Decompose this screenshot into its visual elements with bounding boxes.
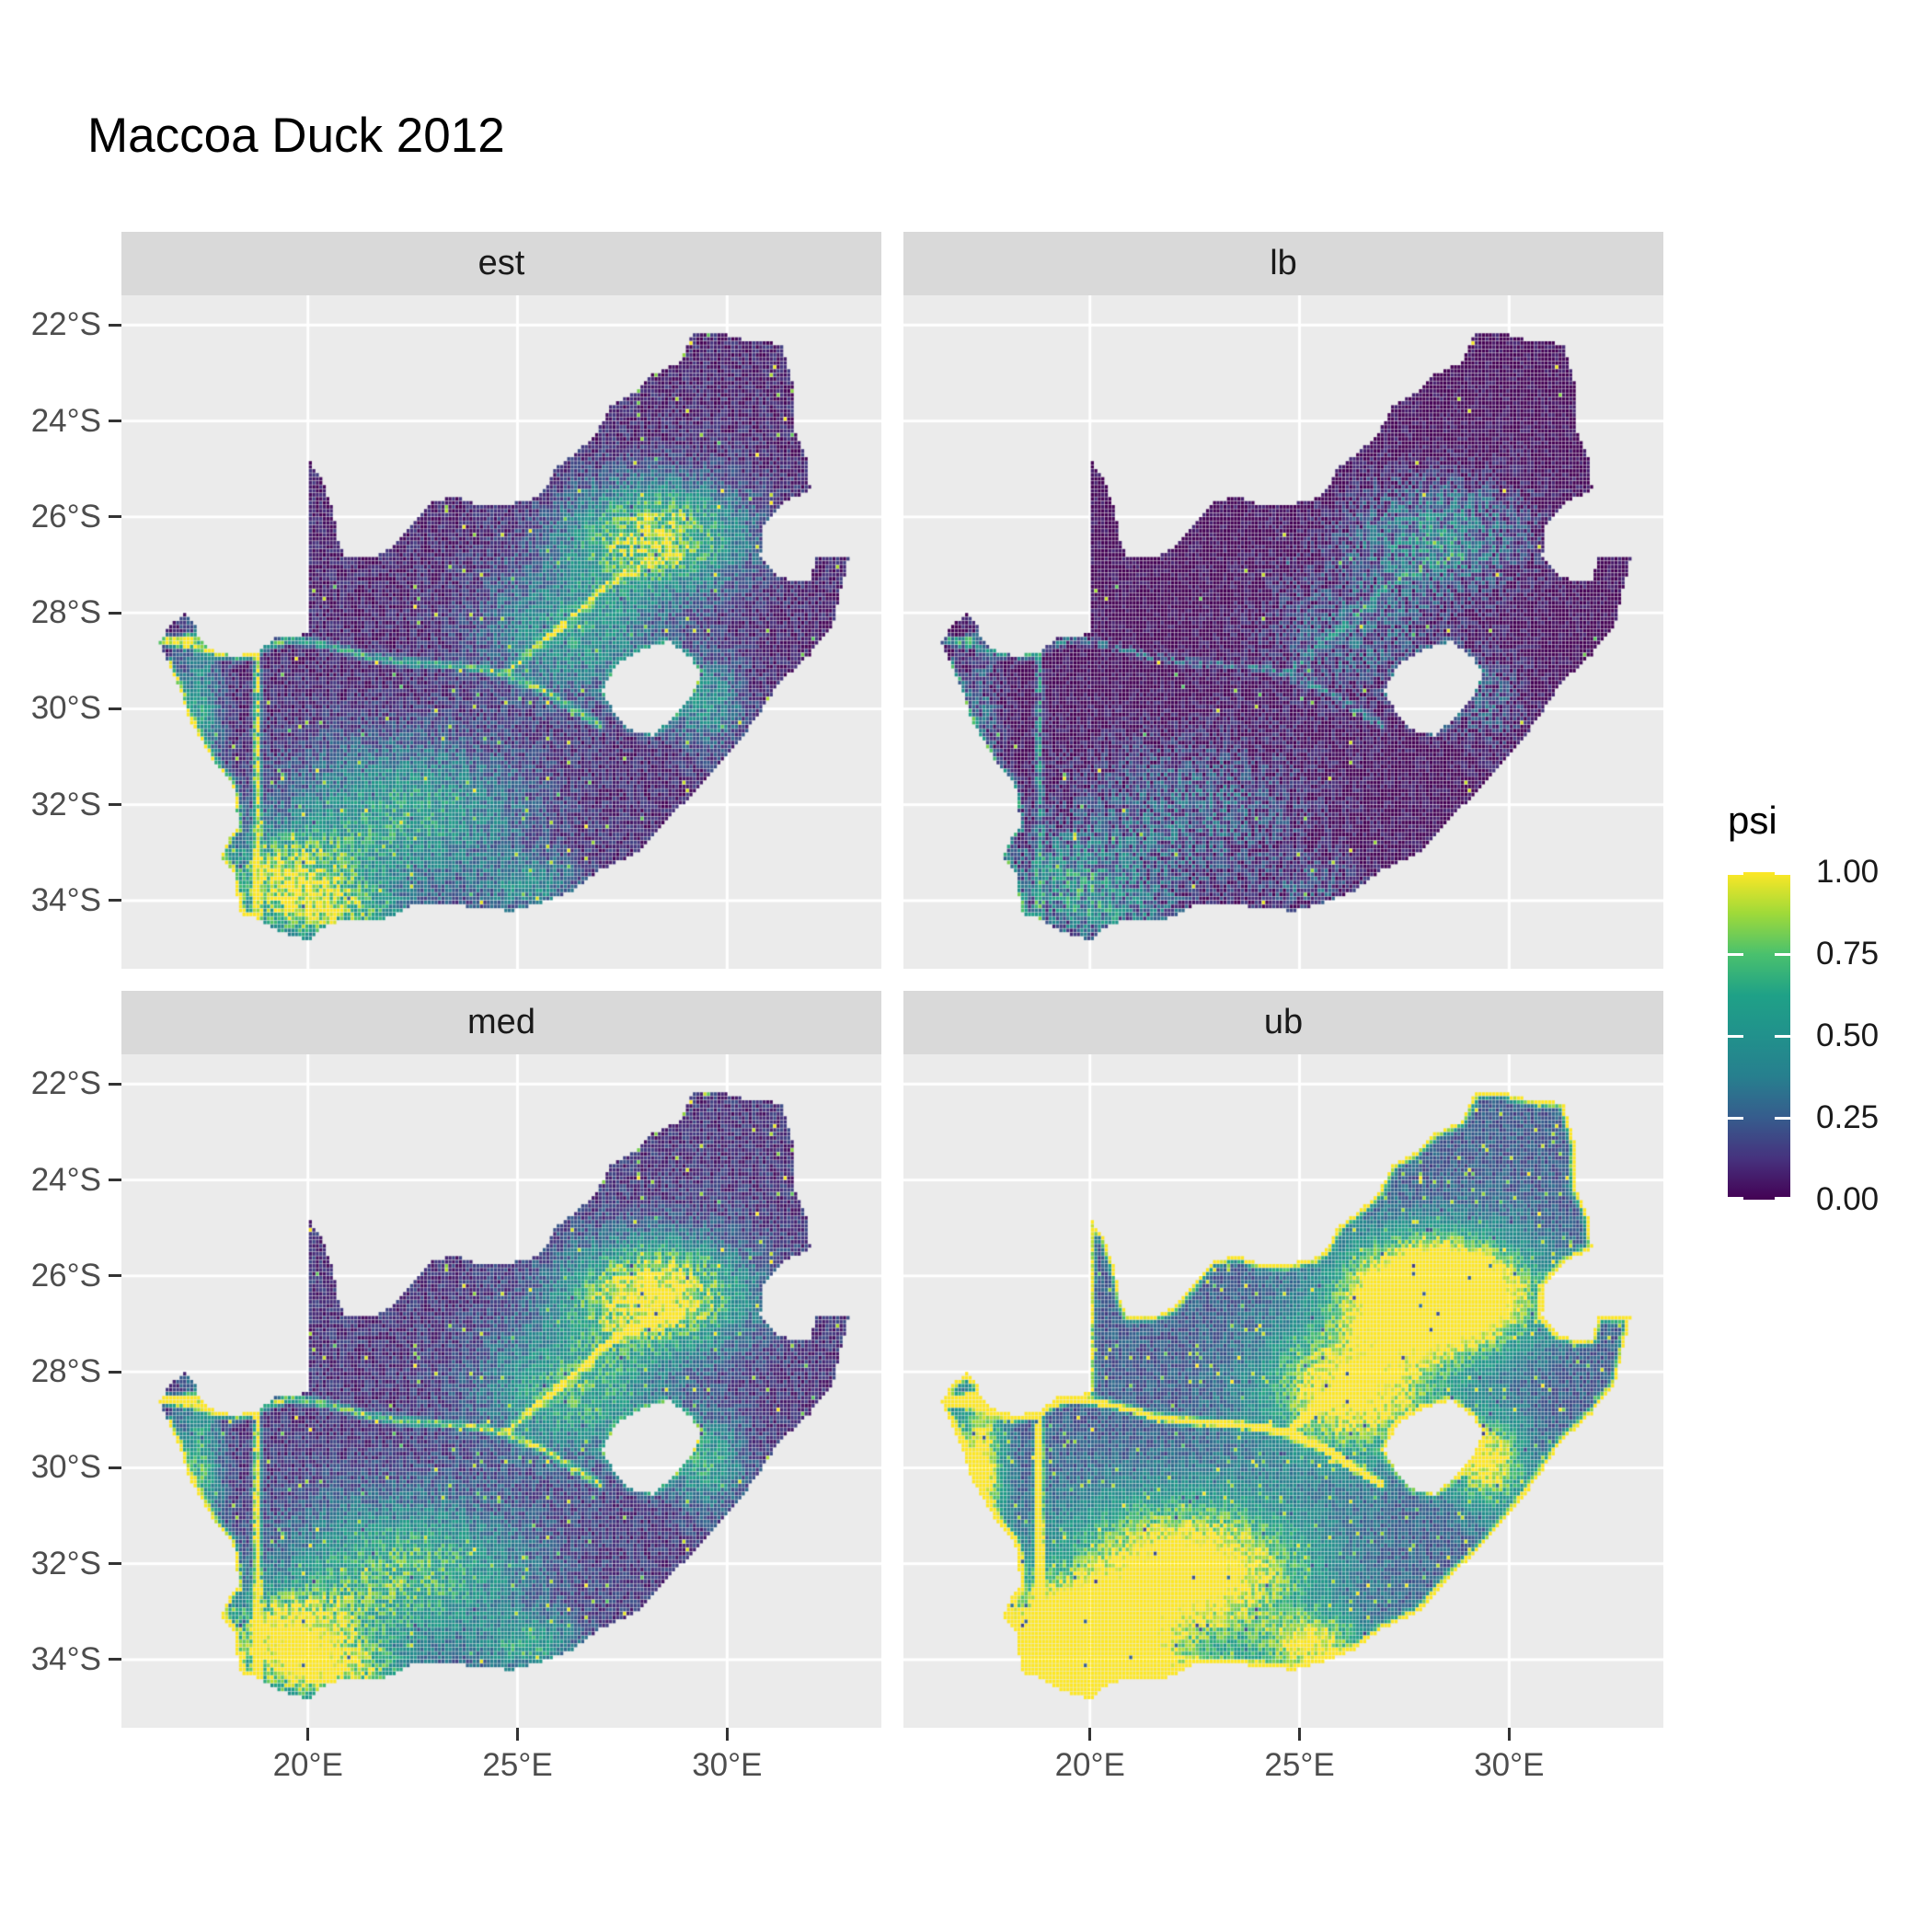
y-axis-label: 22°S bbox=[30, 1065, 101, 1102]
legend-tick-mark bbox=[1775, 872, 1790, 875]
legend-tick-mark bbox=[1728, 872, 1743, 875]
y-axis-label: 30°S bbox=[30, 690, 101, 727]
y-axis-label: 24°S bbox=[30, 1161, 101, 1198]
legend-tick-mark bbox=[1775, 1034, 1790, 1038]
x-axis-tick bbox=[725, 1728, 729, 1741]
legend-tick-mark bbox=[1775, 1116, 1790, 1120]
y-axis-tick bbox=[109, 1658, 121, 1662]
y-axis-tick bbox=[109, 323, 121, 327]
legend-title: psi bbox=[1728, 799, 1777, 842]
y-axis-tick bbox=[109, 899, 121, 903]
facet-strip-ub: ub bbox=[903, 991, 1663, 1054]
legend-tick-label: 1.00 bbox=[1816, 854, 1880, 890]
y-axis-tick bbox=[109, 1082, 121, 1086]
y-axis-tick bbox=[109, 1562, 121, 1566]
y-axis-label: 28°S bbox=[30, 1353, 101, 1390]
facet-strip-lb: lb bbox=[903, 232, 1663, 295]
facet-strip-label: med bbox=[467, 1003, 535, 1041]
x-axis-label: 25°E bbox=[482, 1747, 553, 1783]
facet-strip-label: est bbox=[477, 244, 525, 282]
legend-tick-mark bbox=[1728, 1197, 1743, 1200]
raster-map-lb bbox=[903, 295, 1663, 969]
x-axis-label: 20°E bbox=[1054, 1747, 1125, 1783]
legend-tick-label: 0.75 bbox=[1816, 936, 1880, 972]
legend-tick-mark bbox=[1728, 1034, 1743, 1038]
raster-map-med bbox=[121, 1054, 881, 1728]
facet-strip-est: est bbox=[121, 232, 881, 295]
legend-tick-label: 0.00 bbox=[1816, 1181, 1880, 1217]
raster-map-est bbox=[121, 295, 881, 969]
y-axis-tick bbox=[109, 707, 121, 710]
y-axis-label: 28°S bbox=[30, 594, 101, 631]
x-axis-label: 30°E bbox=[1474, 1747, 1545, 1783]
legend-tick-mark bbox=[1775, 952, 1790, 956]
raster-map-ub bbox=[903, 1054, 1663, 1728]
y-axis-label: 30°S bbox=[30, 1449, 101, 1486]
y-axis-label: 26°S bbox=[30, 1257, 101, 1294]
y-axis-label: 34°S bbox=[30, 881, 101, 918]
y-axis-label: 24°S bbox=[30, 402, 101, 439]
y-axis-tick bbox=[109, 803, 121, 807]
x-axis-tick bbox=[1507, 1728, 1511, 1741]
y-axis-tick bbox=[109, 1179, 121, 1182]
legend-tick-label: 0.25 bbox=[1816, 1099, 1880, 1135]
map-panel-est bbox=[121, 295, 881, 969]
legend-tick-mark bbox=[1728, 952, 1743, 956]
y-axis-tick bbox=[109, 611, 121, 615]
legend-tick-label: 0.50 bbox=[1816, 1018, 1880, 1053]
x-axis-label: 25°E bbox=[1264, 1747, 1335, 1783]
y-axis-tick bbox=[109, 1466, 121, 1469]
y-axis-label: 22°S bbox=[30, 306, 101, 343]
page-title: Maccoa Duck 2012 bbox=[87, 109, 505, 163]
map-panel-ub bbox=[903, 1054, 1663, 1728]
y-axis-tick bbox=[109, 1274, 121, 1278]
facet-strip-label: lb bbox=[1270, 244, 1297, 282]
legend-tick-mark bbox=[1728, 1116, 1743, 1120]
x-axis-tick bbox=[306, 1728, 310, 1741]
y-axis-tick bbox=[109, 1370, 121, 1374]
legend-tick-mark bbox=[1775, 1197, 1790, 1200]
y-axis-tick bbox=[109, 515, 121, 519]
y-axis-label: 32°S bbox=[30, 786, 101, 822]
x-axis-tick bbox=[516, 1728, 520, 1741]
facet-strip-med: med bbox=[121, 991, 881, 1054]
x-axis-label: 30°E bbox=[692, 1747, 763, 1783]
y-axis-tick bbox=[109, 420, 121, 423]
y-axis-label: 26°S bbox=[30, 498, 101, 535]
x-axis-label: 20°E bbox=[272, 1747, 343, 1783]
map-panel-lb bbox=[903, 295, 1663, 969]
y-axis-label: 32°S bbox=[30, 1545, 101, 1581]
facet-strip-label: ub bbox=[1263, 1003, 1304, 1041]
x-axis-tick bbox=[1298, 1728, 1302, 1741]
y-axis-label: 34°S bbox=[30, 1640, 101, 1677]
x-axis-tick bbox=[1088, 1728, 1092, 1741]
map-panel-med bbox=[121, 1054, 881, 1728]
